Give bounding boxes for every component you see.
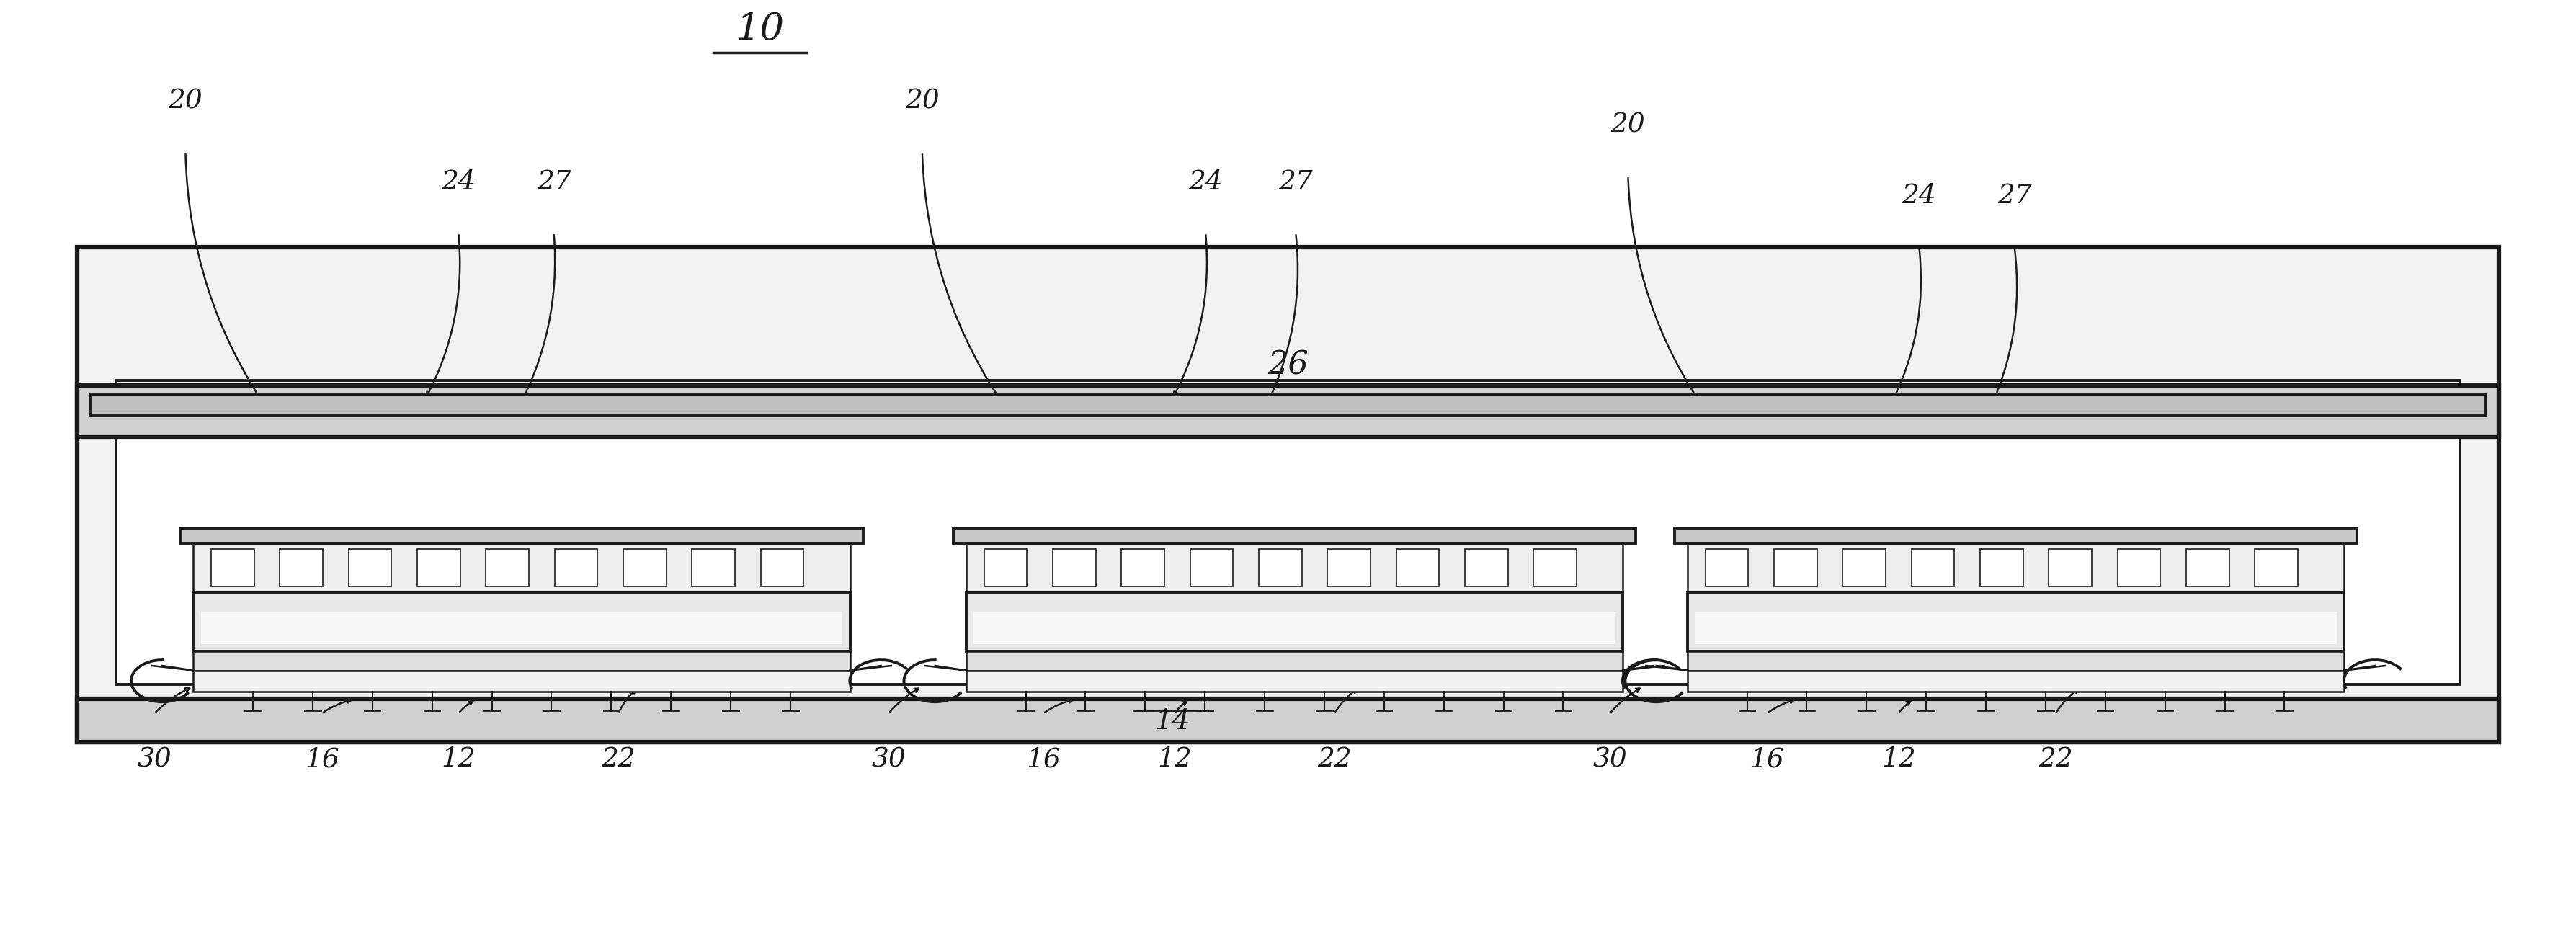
Text: 16: 16 — [1749, 747, 1785, 772]
Text: 20: 20 — [1610, 112, 1646, 138]
Text: 12: 12 — [440, 747, 477, 772]
Polygon shape — [1687, 592, 2344, 651]
Text: 12: 12 — [1157, 747, 1193, 772]
Polygon shape — [1121, 549, 1164, 587]
Polygon shape — [2048, 549, 2092, 587]
Polygon shape — [1674, 528, 2357, 543]
Polygon shape — [693, 549, 734, 587]
Polygon shape — [953, 528, 1636, 543]
Polygon shape — [193, 651, 850, 670]
Polygon shape — [348, 549, 392, 587]
Polygon shape — [760, 549, 804, 587]
Text: 24: 24 — [1188, 169, 1224, 195]
Text: 24: 24 — [440, 169, 477, 195]
Polygon shape — [193, 543, 850, 592]
Polygon shape — [211, 549, 255, 587]
Polygon shape — [1842, 549, 1886, 587]
Polygon shape — [2254, 549, 2298, 587]
Polygon shape — [180, 528, 863, 543]
Text: 27: 27 — [1278, 169, 1314, 195]
Polygon shape — [417, 549, 461, 587]
Polygon shape — [1911, 549, 1955, 587]
Polygon shape — [201, 611, 842, 644]
Polygon shape — [1533, 549, 1577, 587]
Polygon shape — [1687, 543, 2344, 592]
Polygon shape — [974, 611, 1615, 644]
Text: 26: 26 — [1267, 349, 1309, 380]
Text: 30: 30 — [137, 747, 173, 772]
Polygon shape — [2117, 549, 2161, 587]
Polygon shape — [966, 651, 1623, 670]
Text: 22: 22 — [2038, 747, 2074, 772]
Text: 20: 20 — [167, 88, 204, 114]
Polygon shape — [623, 549, 667, 587]
Polygon shape — [77, 385, 2499, 437]
Polygon shape — [77, 699, 2499, 742]
Text: 12: 12 — [1880, 747, 1917, 772]
Text: 22: 22 — [1316, 747, 1352, 772]
Polygon shape — [966, 670, 1623, 691]
Polygon shape — [193, 670, 850, 691]
Polygon shape — [1775, 549, 1816, 587]
Polygon shape — [90, 395, 2486, 416]
Polygon shape — [1396, 549, 1440, 587]
Polygon shape — [1327, 549, 1370, 587]
Polygon shape — [2187, 549, 2228, 587]
Polygon shape — [1981, 549, 2022, 587]
Polygon shape — [1466, 549, 1507, 587]
Polygon shape — [1054, 549, 1095, 587]
Polygon shape — [554, 549, 598, 587]
Text: 30: 30 — [871, 747, 907, 772]
Text: 10: 10 — [737, 10, 783, 48]
Polygon shape — [77, 247, 2499, 742]
Polygon shape — [1695, 611, 2336, 644]
Text: 27: 27 — [536, 169, 572, 195]
Text: 20: 20 — [904, 88, 940, 114]
Polygon shape — [984, 549, 1028, 587]
Polygon shape — [1190, 549, 1234, 587]
Polygon shape — [193, 592, 850, 651]
Text: 27: 27 — [1996, 184, 2032, 209]
Polygon shape — [1705, 549, 1749, 587]
Text: 16: 16 — [1025, 747, 1061, 772]
Text: 30: 30 — [1592, 747, 1628, 772]
Text: 16: 16 — [304, 747, 340, 772]
Text: 14: 14 — [1154, 708, 1190, 735]
Polygon shape — [1687, 670, 2344, 691]
Polygon shape — [487, 549, 528, 587]
Polygon shape — [966, 543, 1623, 592]
Polygon shape — [1687, 651, 2344, 670]
Polygon shape — [281, 549, 322, 587]
Text: 24: 24 — [1901, 184, 1937, 209]
Polygon shape — [1260, 549, 1301, 587]
Text: 22: 22 — [600, 747, 636, 772]
Polygon shape — [966, 592, 1623, 651]
Polygon shape — [116, 380, 2460, 685]
